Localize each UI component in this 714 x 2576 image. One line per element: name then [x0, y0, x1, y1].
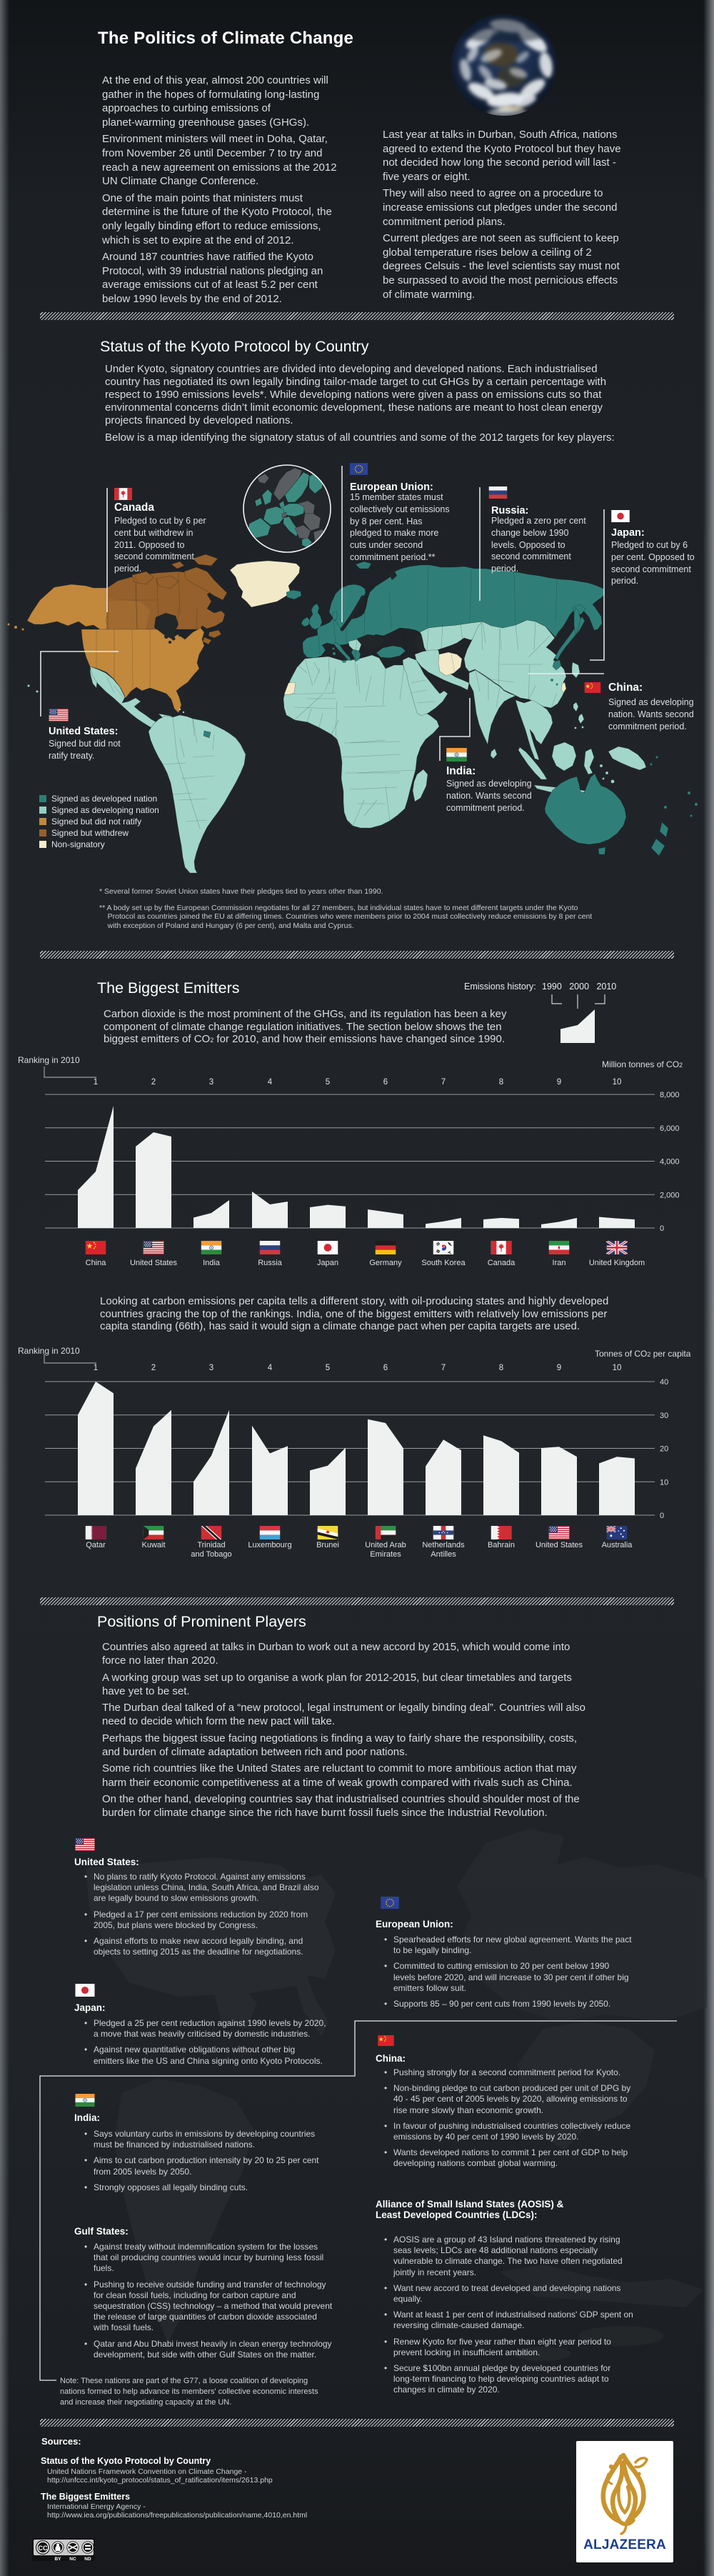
svg-text:China: China: [86, 1259, 107, 1267]
svg-text:Germany: Germany: [369, 1259, 402, 1267]
svg-text:Iran: Iran: [553, 1259, 566, 1267]
svg-text:CC: CC: [39, 2545, 48, 2552]
svg-text:Australia: Australia: [602, 1541, 633, 1549]
svg-text:ALJAZEERA: ALJAZEERA: [583, 2537, 666, 2552]
svg-text:10: 10: [660, 1478, 668, 1487]
svg-text:9: 9: [557, 1364, 561, 1372]
svg-text:0: 0: [660, 1224, 664, 1233]
svg-text:6: 6: [383, 1078, 388, 1087]
svg-text:5: 5: [326, 1078, 330, 1087]
svg-text:South Korea: South Korea: [421, 1259, 466, 1267]
svg-text:2: 2: [151, 1078, 156, 1087]
svg-text:India: India: [203, 1259, 221, 1267]
svg-text:Bahrain: Bahrain: [488, 1541, 515, 1549]
svg-text:Luxembourg: Luxembourg: [248, 1541, 291, 1549]
svg-text:United States: United States: [130, 1259, 178, 1267]
svg-text:United States: United States: [536, 1541, 583, 1549]
svg-text:1: 1: [94, 1078, 98, 1087]
svg-text:3: 3: [209, 1364, 213, 1372]
svg-text:Trinidad: Trinidad: [197, 1541, 225, 1549]
svg-text:United Kingdom: United Kingdom: [589, 1259, 645, 1267]
svg-text:2,000: 2,000: [660, 1191, 680, 1199]
svg-text:7: 7: [441, 1078, 446, 1087]
svg-text:8: 8: [499, 1078, 503, 1087]
svg-text:7: 7: [441, 1364, 446, 1372]
svg-text:Antilles: Antilles: [431, 1550, 456, 1559]
svg-text:10: 10: [613, 1364, 622, 1372]
svg-text:Canada: Canada: [488, 1259, 516, 1267]
svg-text:Emirates: Emirates: [370, 1550, 401, 1559]
svg-text:Japan: Japan: [317, 1259, 338, 1267]
svg-text:6: 6: [383, 1364, 388, 1372]
svg-text:8: 8: [499, 1364, 503, 1372]
svg-text:Russia: Russia: [258, 1259, 283, 1267]
svg-text:Netherlands: Netherlands: [422, 1541, 465, 1549]
svg-text:NC: NC: [69, 2557, 76, 2561]
svg-text:ND: ND: [84, 2557, 91, 2561]
svg-text:4: 4: [268, 1364, 273, 1372]
svg-text:30: 30: [660, 1412, 668, 1420]
svg-text:Qatar: Qatar: [86, 1541, 106, 1549]
svg-text:3: 3: [209, 1078, 213, 1087]
svg-text:5: 5: [326, 1364, 330, 1372]
svg-text:BY: BY: [54, 2557, 61, 2561]
svg-text:Kuwait: Kuwait: [141, 1541, 165, 1549]
svg-text:Brunei: Brunei: [316, 1541, 339, 1549]
svg-text:2: 2: [151, 1364, 156, 1372]
svg-text:20: 20: [660, 1445, 668, 1454]
svg-text:40: 40: [660, 1378, 668, 1387]
svg-text:10: 10: [613, 1078, 622, 1087]
svg-text:1: 1: [94, 1364, 98, 1372]
svg-text:United Arab: United Arab: [365, 1541, 406, 1549]
svg-text:4: 4: [268, 1078, 273, 1087]
svg-text:4,000: 4,000: [660, 1158, 680, 1167]
svg-text:and Tobago: and Tobago: [191, 1550, 231, 1559]
svg-text:9: 9: [557, 1078, 561, 1087]
svg-text:0: 0: [660, 1512, 664, 1520]
svg-text:8,000: 8,000: [660, 1091, 680, 1099]
svg-text:6,000: 6,000: [660, 1124, 680, 1133]
